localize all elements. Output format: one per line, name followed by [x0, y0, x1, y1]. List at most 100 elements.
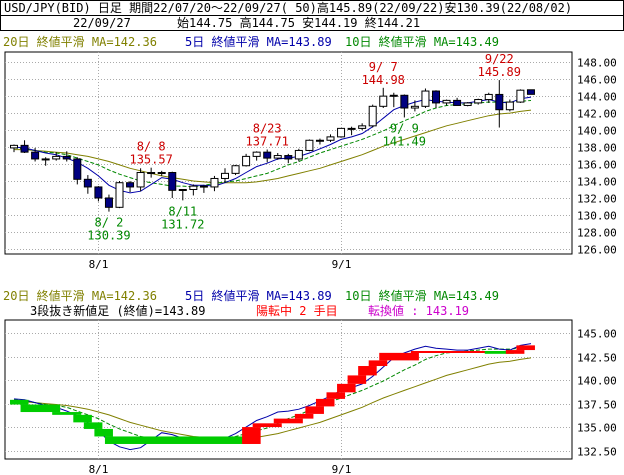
candle-down — [94, 186, 103, 199]
brick-up — [347, 375, 367, 384]
candle-down — [453, 99, 462, 106]
brick-up — [305, 406, 324, 414]
candle-up — [157, 172, 166, 175]
candle-up — [421, 90, 430, 107]
brick-down — [94, 428, 113, 437]
y-tick-label: 135.00 — [577, 422, 617, 435]
candle-up — [136, 172, 145, 188]
candle-down — [147, 172, 156, 175]
y-tick-label: 142.50 — [577, 352, 617, 365]
candle-down — [62, 155, 71, 160]
annotation-date: 8/11 — [168, 204, 197, 218]
y-tick-label: 142.00 — [577, 108, 617, 121]
candle-up — [326, 136, 335, 141]
candle-up — [305, 139, 314, 151]
candle-up — [189, 185, 198, 190]
candlestick-panel: 148.00 146.00 144.00 142.00 140.00 138.00 136.… — [4, 51, 617, 271]
y-tick-label: 146.00 — [577, 74, 617, 87]
annotation-date: 8/23 — [253, 122, 282, 136]
candle-down — [199, 185, 208, 188]
brick-down — [83, 422, 103, 429]
legend-ma5-bottom: 5日 終値平滑 MA=143.89 — [185, 289, 332, 303]
x-tick-label: 9/1 — [332, 463, 352, 475]
candle-up — [347, 127, 356, 130]
candle-up — [389, 94, 398, 97]
candle-down — [495, 93, 504, 111]
y-tick-label: 140.00 — [577, 375, 617, 388]
legend-ma10-bottom: 10日 終値平滑 MA=143.49 — [345, 289, 499, 303]
candle-down — [284, 155, 293, 160]
brick-up — [337, 383, 356, 393]
plot-frame-bottom — [4, 319, 573, 460]
candle-down — [400, 94, 409, 109]
annotation-value: 130.39 — [87, 229, 130, 243]
y-tick-label: 144.00 — [577, 91, 617, 104]
brick-down — [52, 412, 82, 415]
legend-conversion: 転換値 : 143.19 — [368, 304, 470, 318]
y-tick-label: 136.00 — [577, 159, 617, 172]
candle-up — [368, 105, 377, 127]
candle-up — [115, 182, 124, 208]
y-tick-label: 145.00 — [577, 328, 617, 341]
brick-down — [20, 404, 61, 413]
x-tick-label: 9/1 — [332, 258, 352, 271]
ma20-line — [14, 109, 532, 184]
candle-up — [337, 127, 346, 138]
brick-down — [73, 414, 92, 423]
brick-up — [379, 352, 419, 361]
header-title: USD/JPY(BID) 日足 期間22/07/20～22/09/27( 50)… — [4, 1, 573, 15]
annotation-value: 144.98 — [362, 73, 405, 87]
brick-down — [484, 350, 514, 354]
candle-up — [516, 89, 525, 103]
annotation-value: 145.89 — [478, 65, 521, 79]
line-break-panel: 145.00 142.50 140.00 137.50 135.00 132.50 8/1 9… — [4, 319, 617, 475]
y-tick-label: 130.00 — [577, 210, 617, 223]
candle-up — [442, 99, 451, 104]
brick-up — [242, 427, 261, 444]
brick-up — [252, 423, 282, 428]
candle-down — [526, 89, 535, 95]
brick-up — [315, 398, 335, 407]
x-tick-label: 8/1 — [89, 463, 109, 475]
candle-down — [263, 151, 272, 159]
candle-up — [221, 172, 229, 179]
ma20-line — [14, 357, 532, 439]
annotation-date: 8/ 2 — [94, 216, 123, 230]
candle-up — [379, 95, 388, 107]
candle-up — [231, 165, 240, 174]
y-tick-label: 128.00 — [577, 227, 617, 240]
candle-up — [315, 139, 324, 142]
candle-down — [73, 158, 82, 180]
ma10-line — [13, 100, 532, 188]
candle-up — [210, 177, 219, 188]
brick-up — [505, 350, 525, 354]
candle-up — [252, 151, 261, 157]
candle-up — [52, 155, 61, 160]
candle-up — [358, 125, 367, 129]
plot-frame-top — [4, 51, 573, 255]
annotation-value: 141.49 — [383, 134, 426, 148]
y-tick-label: 132.50 — [577, 446, 617, 459]
y-tick-label: 140.00 — [577, 125, 617, 138]
ohlc-header: 22/09/27 始144.75 高144.75 安144.19 終144.21 — [0, 15, 624, 31]
annotation-date: 8/ 8 — [137, 140, 166, 154]
y-tick-label: 137.50 — [577, 399, 617, 412]
legend-ma20-bottom: 20日 終値平滑 MA=142.36 — [3, 289, 157, 303]
annotation-date: 9/ 7 — [369, 60, 398, 74]
legend-ma20-top: 20日 終値平滑 MA=142.36 — [3, 35, 157, 49]
annotation-date: 9/ 9 — [390, 121, 419, 135]
brick-up — [358, 366, 377, 376]
candle-up — [242, 155, 251, 167]
candle-up — [41, 158, 50, 161]
legend-ma10-top: 10日 終値平滑 MA=143.49 — [345, 35, 499, 49]
candle-down — [83, 178, 92, 188]
header-ohlc: 始144.75 高144.75 安144.19 終144.21 — [177, 16, 421, 30]
info-header: USD/JPY(BID) 日足 期間22/07/20～22/09/27( 50)… — [0, 0, 624, 16]
x-tick-label: 8/1 — [89, 258, 109, 271]
y-tick-label: 132.00 — [577, 193, 617, 206]
brick-up — [326, 392, 346, 399]
candle-up — [273, 155, 282, 159]
candle-up — [10, 144, 18, 149]
